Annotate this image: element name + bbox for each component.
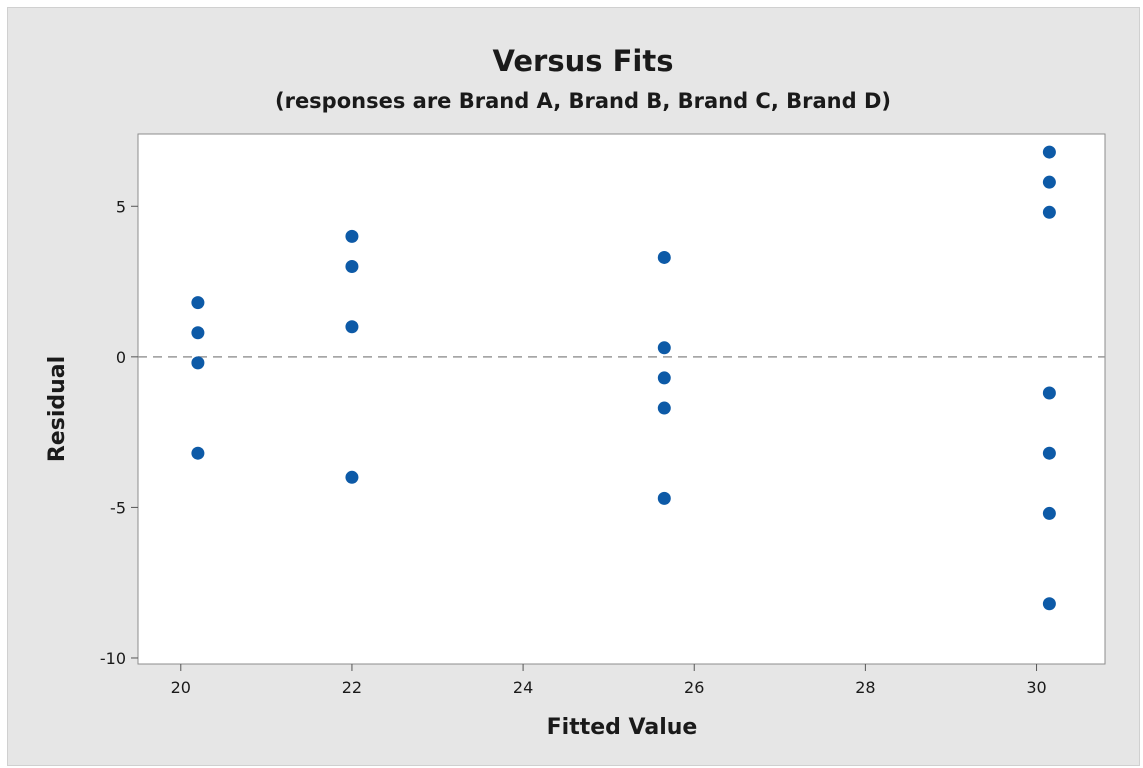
x-tick-label: 22 [342,678,362,697]
y-tick-label: -5 [110,498,126,517]
x-tick-label: 28 [855,678,875,697]
chart-subtitle: (responses are Brand A, Brand B, Brand C… [275,89,891,113]
scatter-point [1042,597,1056,611]
scatter-point [345,320,359,334]
x-tick-label: 24 [513,678,533,697]
scatter-point [345,260,359,273]
x-tick-label: 26 [684,678,704,697]
data-points [191,145,1056,611]
scatter-point [345,229,359,243]
scatter-point [191,296,205,310]
y-tick-label: -10 [100,649,126,668]
chart-svg: Versus Fits (responses are Brand A, Bran… [45,44,1106,740]
scatter-point [657,491,671,505]
chart-figure: Versus Fits (responses are Brand A, Bran… [7,7,1140,766]
scatter-point [1042,386,1056,400]
scatter-point [1042,506,1056,520]
x-axis-label: Fitted Value [547,715,698,740]
x-tick-label: 20 [171,678,191,697]
x-axis-ticks: 20 22 24 26 28 30 [171,664,1047,697]
scatter-point [1042,205,1056,219]
scatter-point [191,446,205,460]
scatter-point [657,250,671,264]
scatter-point [1042,446,1056,460]
scatter-point [657,401,671,415]
y-tick-label: 5 [116,197,126,216]
scatter-point [191,326,205,340]
y-axis-label: Residual [45,356,70,462]
scatter-point [191,356,205,370]
chart-title: Versus Fits [493,44,674,78]
scatter-point [657,371,671,385]
scatter-point [1042,145,1056,159]
scatter-point [657,341,671,355]
scatter-point [1042,175,1056,189]
plot-area [137,133,1106,665]
y-tick-label: 0 [116,348,126,367]
x-tick-label: 30 [1026,678,1046,697]
scatter-point [345,470,359,484]
y-axis-ticks: -10 -5 0 5 [100,197,138,668]
